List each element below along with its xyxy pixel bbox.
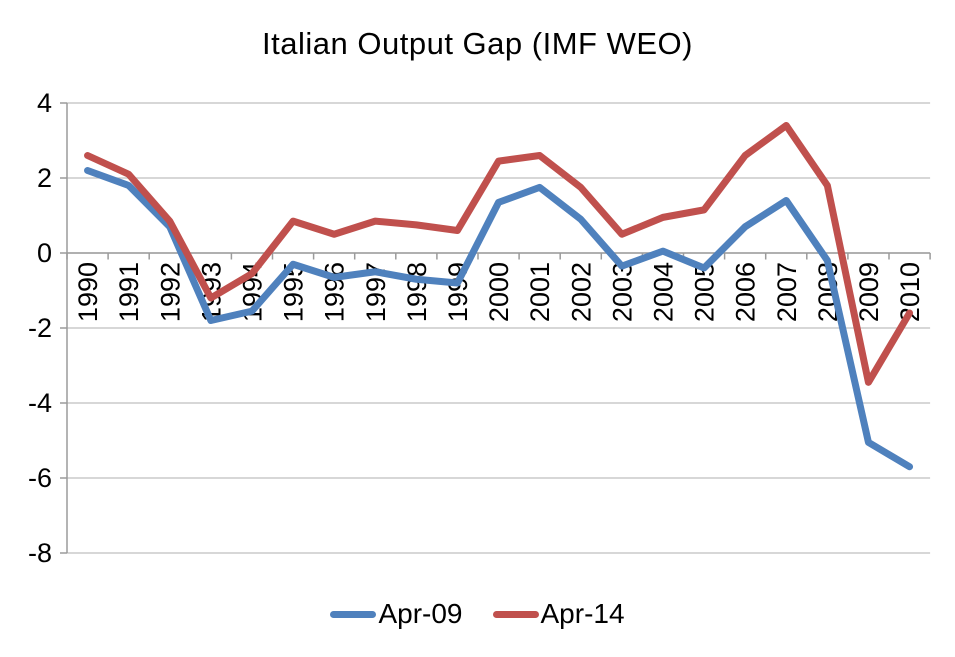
x-tick-label: 1990 xyxy=(73,262,103,322)
legend-swatch-apr-14 xyxy=(492,610,539,618)
y-tick-label: -6 xyxy=(28,463,52,493)
series-line-apr-14 xyxy=(84,122,914,386)
x-tick-label: 2009 xyxy=(854,262,884,322)
legend-item-apr-09: Apr-09 xyxy=(330,598,463,630)
legend: Apr-09 Apr-14 xyxy=(0,598,955,630)
x-tick-label: 2006 xyxy=(731,262,761,322)
y-tick-label: 4 xyxy=(37,88,52,118)
y-tick-label: -2 xyxy=(28,313,52,343)
legend-swatch-apr-09 xyxy=(330,610,377,618)
x-tick-label: 1991 xyxy=(114,262,144,322)
x-tick-label: 2003 xyxy=(607,262,637,322)
series-line-apr-09 xyxy=(84,167,914,471)
x-tick-label: 2004 xyxy=(648,262,678,322)
chart-title: Italian Output Gap (IMF WEO) xyxy=(262,26,693,61)
legend-label-apr-09: Apr-09 xyxy=(378,598,463,629)
x-tick-label: 2000 xyxy=(484,262,514,322)
legend-label-apr-14: Apr-14 xyxy=(540,598,625,629)
x-tick-label: 1992 xyxy=(155,262,185,322)
x-tick-label: 2007 xyxy=(772,262,802,322)
y-tick-label: 2 xyxy=(37,163,52,193)
x-tick-label: 1999 xyxy=(443,262,473,322)
y-tick-label: -8 xyxy=(28,538,52,568)
legend-item-apr-14: Apr-14 xyxy=(492,598,625,630)
x-tick-label: 2001 xyxy=(525,262,555,322)
x-tick-label: 1998 xyxy=(402,262,432,322)
y-tick-label: -4 xyxy=(28,388,52,418)
x-tick-label: 2005 xyxy=(690,262,720,322)
x-tick-label: 2002 xyxy=(566,262,596,322)
y-tick-label: 0 xyxy=(37,238,52,268)
